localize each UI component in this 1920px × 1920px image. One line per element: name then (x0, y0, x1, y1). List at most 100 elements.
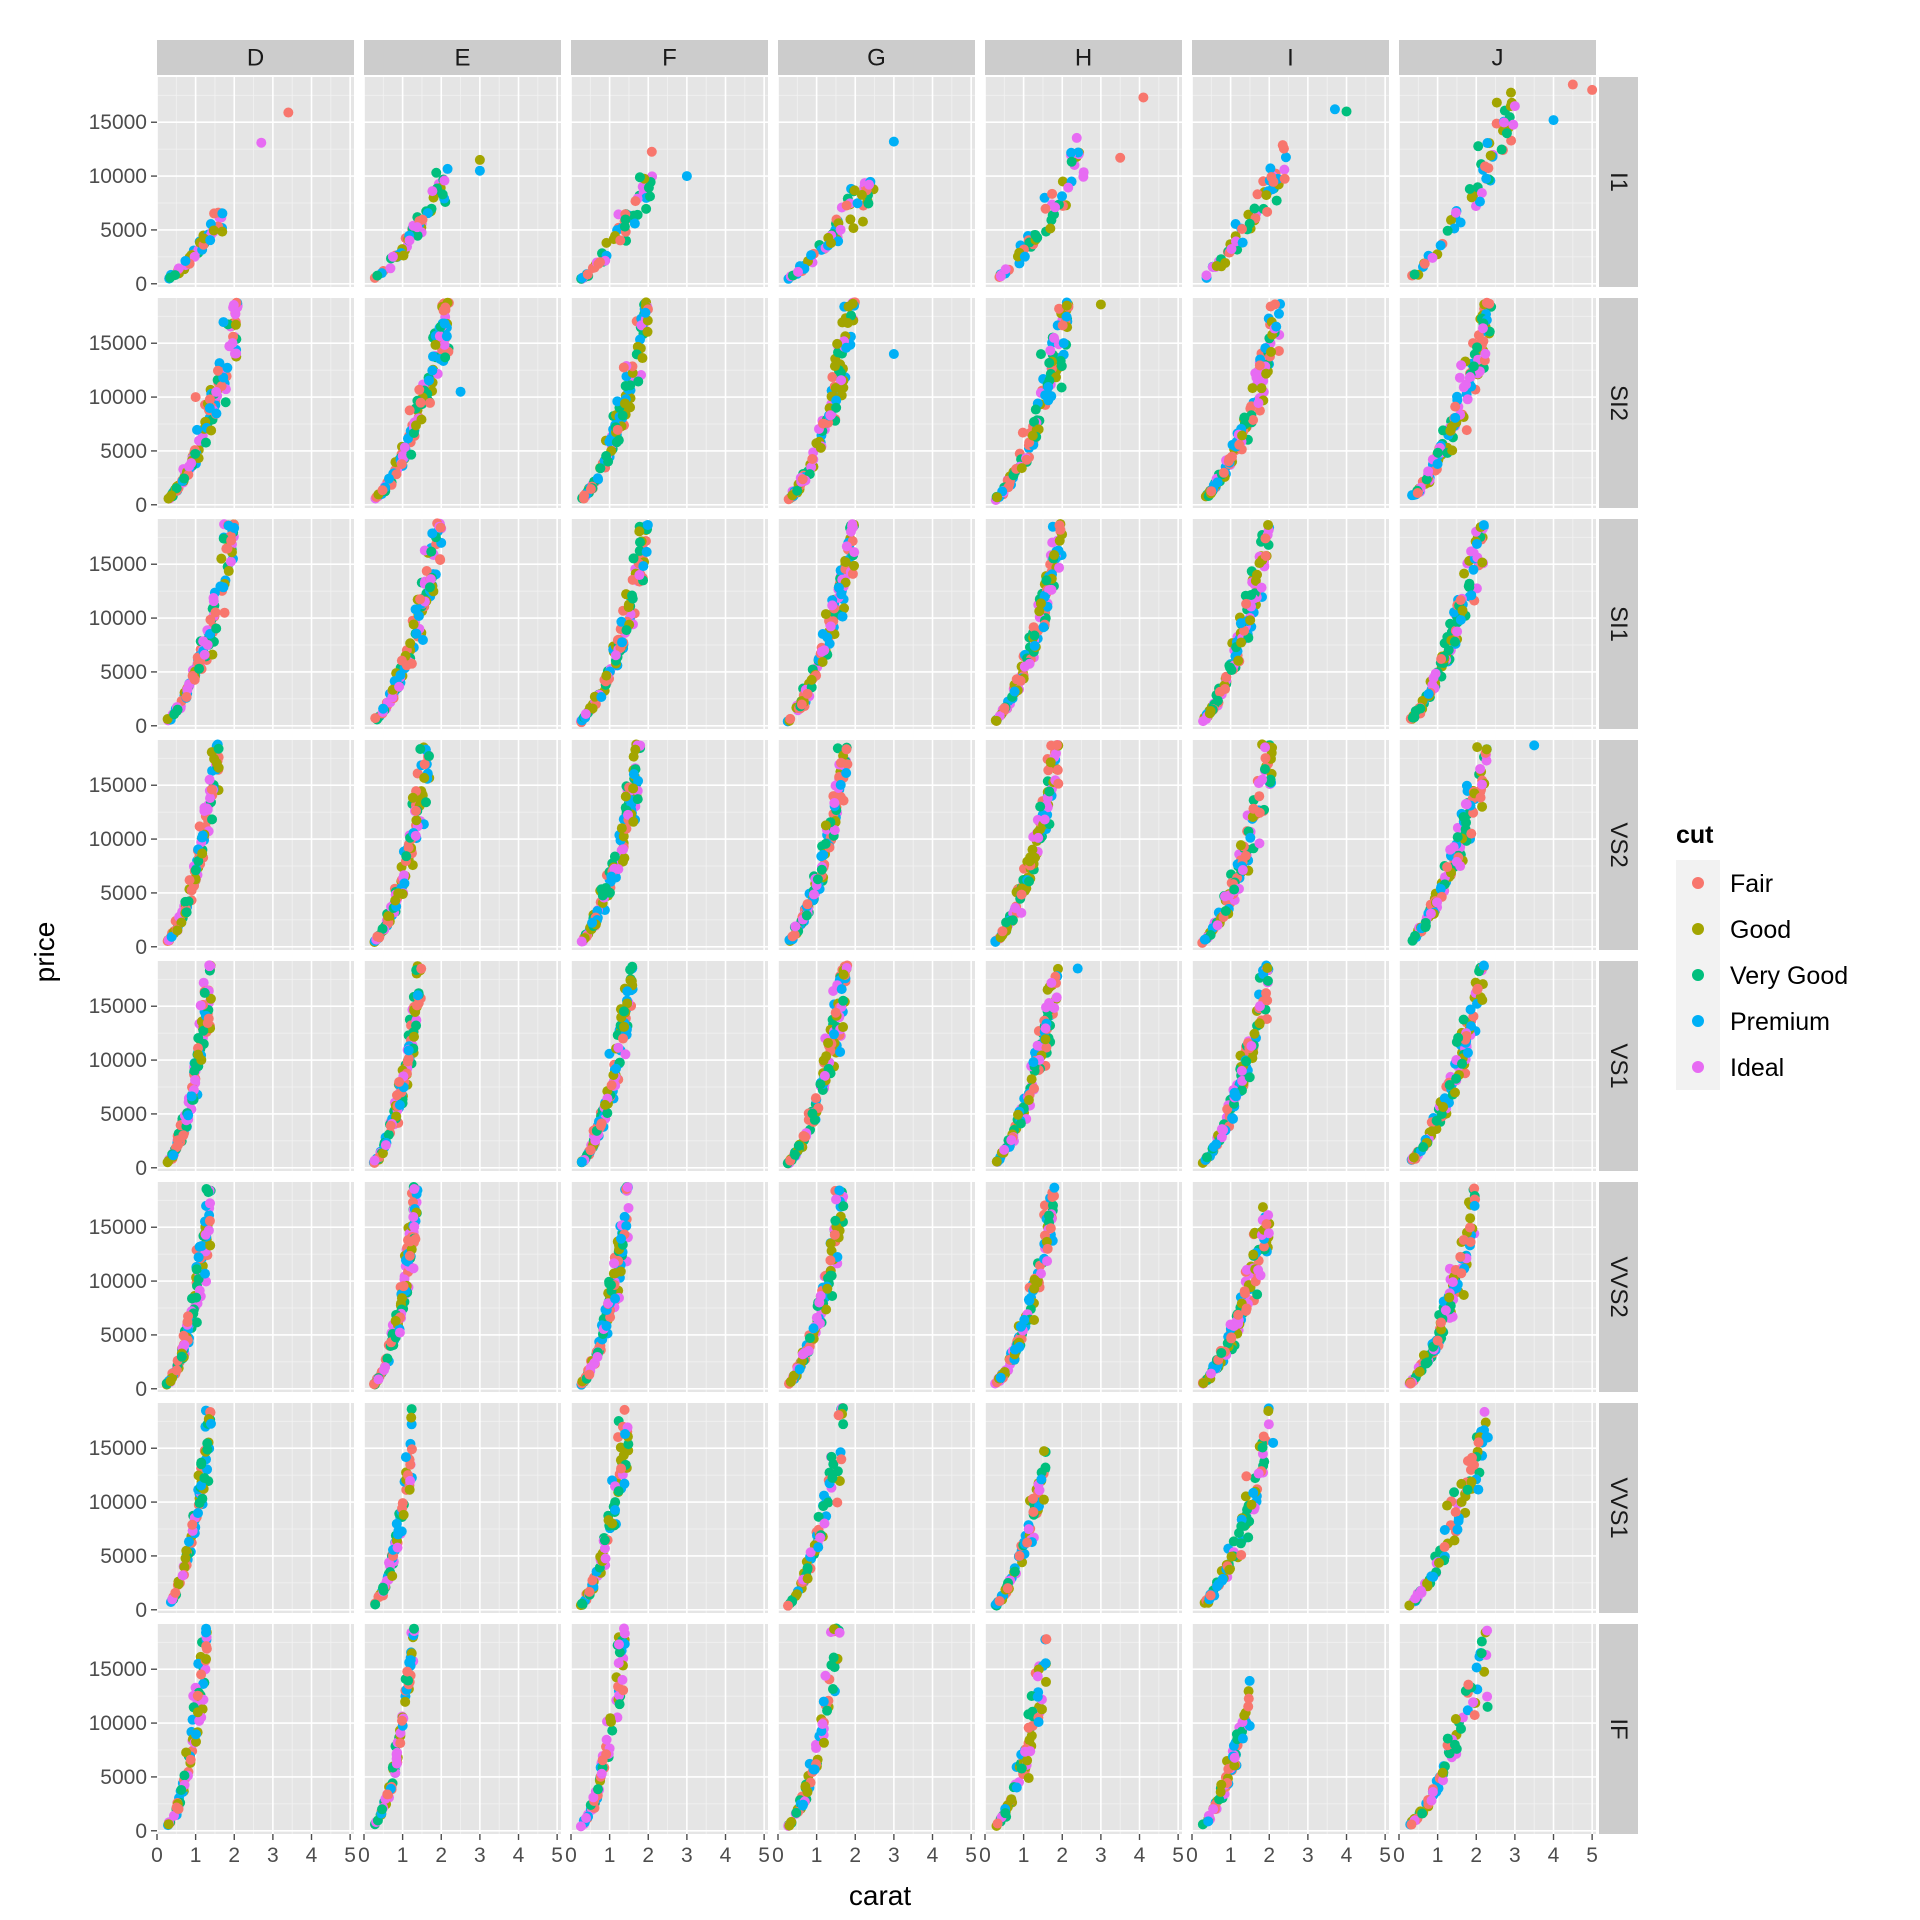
data-point (1061, 311, 1072, 322)
data-point (1254, 1018, 1265, 1029)
data-point (1438, 1102, 1449, 1113)
data-point (186, 1091, 197, 1102)
data-point (847, 568, 858, 579)
data-point (1220, 684, 1231, 695)
data-point (628, 553, 639, 564)
data-point (1236, 637, 1247, 648)
data-point (404, 405, 415, 416)
data-point (1245, 832, 1256, 843)
data-point (1471, 538, 1482, 549)
data-point (840, 557, 851, 568)
data-point (1481, 744, 1492, 755)
data-point (819, 645, 830, 656)
data-point (820, 820, 831, 831)
data-point (408, 1211, 419, 1222)
data-point (835, 1046, 846, 1057)
data-point (1456, 360, 1467, 371)
data-point (838, 795, 849, 806)
data-point (1043, 382, 1054, 393)
data-point (1054, 562, 1065, 573)
facet-points (994, 132, 1089, 283)
data-point (1027, 430, 1038, 441)
data-point (1040, 390, 1051, 401)
data-point (836, 984, 847, 995)
data-point (1254, 360, 1265, 371)
data-point (863, 198, 874, 209)
data-point (213, 743, 224, 754)
data-point (383, 911, 394, 922)
data-point (1226, 451, 1237, 462)
data-point (223, 566, 234, 577)
data-point (207, 649, 218, 660)
data-point (857, 216, 868, 227)
data-point (1412, 487, 1423, 498)
data-point (1455, 595, 1466, 606)
facet-points (1201, 140, 1291, 283)
data-point (216, 553, 227, 564)
data-point (1237, 237, 1248, 248)
data-point (630, 744, 641, 755)
data-point (1010, 902, 1021, 913)
data-point (801, 910, 812, 921)
facet-panel (363, 1181, 561, 1392)
data-point (1028, 1057, 1039, 1068)
data-point (425, 574, 436, 585)
data-point (1244, 218, 1255, 229)
data-point (1252, 569, 1263, 580)
data-point (226, 535, 237, 546)
data-point (991, 715, 1002, 726)
data-point (585, 1145, 596, 1156)
data-point (205, 1198, 216, 1209)
data-point (576, 1156, 587, 1167)
facet-panel (1191, 77, 1389, 287)
data-point (1233, 655, 1244, 666)
data-point (425, 397, 436, 408)
data-point (223, 520, 234, 531)
data-point (230, 309, 241, 320)
data-point (587, 917, 598, 928)
data-point (818, 418, 829, 429)
data-point (610, 650, 621, 661)
data-point (403, 842, 414, 853)
data-point (642, 315, 653, 326)
data-point (1481, 297, 1492, 308)
data-point (828, 1029, 839, 1040)
data-point (1057, 191, 1068, 202)
data-point (590, 1135, 601, 1146)
data-point (620, 791, 631, 802)
data-point (1466, 828, 1477, 839)
data-point (849, 547, 860, 558)
data-point (1071, 132, 1082, 143)
data-point (1454, 372, 1465, 383)
data-point (1499, 117, 1510, 128)
data-point (1256, 383, 1267, 394)
data-point (1482, 138, 1493, 149)
data-point (1448, 842, 1459, 853)
data-point (1450, 412, 1461, 423)
data-point (815, 1079, 826, 1090)
data-point (802, 899, 813, 910)
data-point (189, 674, 200, 685)
facet-panel (984, 519, 1182, 729)
data-point (1057, 320, 1068, 331)
data-point (202, 1018, 213, 1029)
data-point (394, 1327, 405, 1338)
data-point (629, 218, 640, 229)
data-point (195, 1000, 206, 1011)
facet-panel (777, 960, 975, 1171)
data-point (421, 797, 432, 808)
data-point (1234, 439, 1245, 450)
data-point (1253, 398, 1264, 409)
facet-points (163, 297, 243, 504)
data-point (200, 1229, 211, 1240)
data-point (596, 691, 607, 702)
data-point (1220, 257, 1231, 268)
data-point (394, 1099, 405, 1110)
data-point (410, 830, 421, 841)
data-point (409, 1221, 420, 1232)
data-point (1016, 889, 1027, 900)
data-point (1476, 188, 1487, 199)
data-point (399, 878, 410, 889)
data-point (1212, 477, 1223, 488)
data-point (1481, 173, 1492, 184)
